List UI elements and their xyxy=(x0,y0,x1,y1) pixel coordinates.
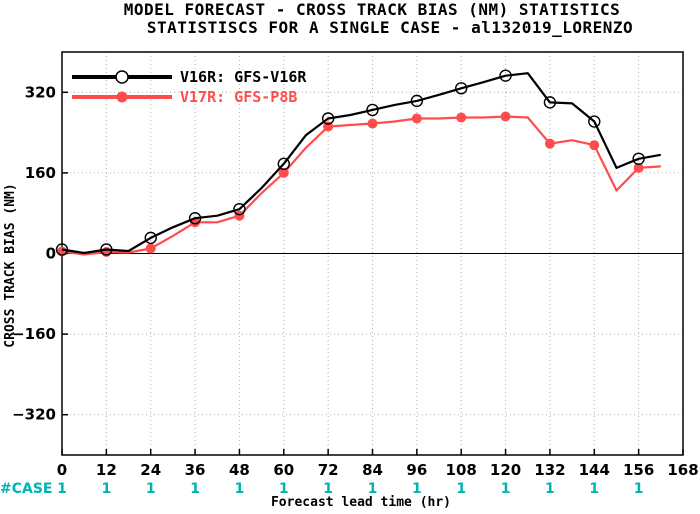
series-point-1 xyxy=(321,112,335,125)
x-tick-label: 36 xyxy=(185,461,206,479)
series-point-1 xyxy=(277,157,290,171)
series-point-2 xyxy=(278,167,289,178)
x-tick-label: 72 xyxy=(318,461,339,479)
series-point-1 xyxy=(410,94,424,108)
series-line-1 xyxy=(61,72,661,255)
x-tick-label: 96 xyxy=(406,461,427,479)
x-tick-label: 132 xyxy=(534,461,565,479)
case-count: 1 xyxy=(323,481,333,497)
series-point-1 xyxy=(455,82,468,95)
case-count: 1 xyxy=(190,481,200,497)
legend: V16R: GFS-V16R V17R: GFS-P8B xyxy=(72,68,307,106)
case-count: 1 xyxy=(368,481,378,497)
series-point-2 xyxy=(544,138,555,149)
series-point-2 xyxy=(500,111,511,122)
y-tick-label: 320 xyxy=(25,83,56,101)
series-point-2 xyxy=(411,113,422,124)
chart-subtitle: STATISTISCS FOR A SINGLE CASE - al132019… xyxy=(146,18,634,37)
series-point-1 xyxy=(588,115,601,128)
y-tick-label: 0 xyxy=(46,245,56,263)
case-count: 1 xyxy=(57,481,67,497)
legend-label-1: V16R: GFS-V16R xyxy=(180,68,307,86)
y-tick-label: −160 xyxy=(12,325,56,343)
x-tick-label: 84 xyxy=(362,461,383,479)
x-tick-label: 24 xyxy=(140,461,161,479)
x-tick-label: 156 xyxy=(623,461,654,479)
series-point-2 xyxy=(589,140,600,151)
case-count: 1 xyxy=(545,481,555,497)
series-line-2 xyxy=(61,115,661,256)
case-count: 1 xyxy=(101,481,111,497)
x-tick-label: 144 xyxy=(579,461,610,479)
series-point-2 xyxy=(145,243,156,254)
case-count: 1 xyxy=(456,481,466,497)
x-tick-label: 0 xyxy=(57,461,67,479)
case-count: 1 xyxy=(589,481,599,497)
series-point-2 xyxy=(633,162,644,173)
case-count: 1 xyxy=(501,481,511,497)
series-point-1 xyxy=(366,103,379,117)
x-axis-label: Forecast lead time (hr) xyxy=(271,495,451,510)
x-tick-label: 120 xyxy=(490,461,521,479)
y-tick-label: 160 xyxy=(25,164,56,182)
series-point-1 xyxy=(144,231,157,245)
x-tick-label: 108 xyxy=(446,461,477,479)
legend-marker-2 xyxy=(116,91,128,103)
series-point-1 xyxy=(233,202,246,216)
legend-label-2: V17R: GFS-P8B xyxy=(180,88,297,106)
legend-marker-1 xyxy=(115,70,129,84)
series-point-1 xyxy=(632,152,645,165)
case-counts-row: 1 1 1 1 1 1 1 1 1 1 1 1 1 1 xyxy=(57,481,643,497)
series-point-2 xyxy=(456,112,467,123)
y-axis-label: CROSS TRACK BIAS (NM) xyxy=(3,183,18,347)
case-row-label: #CASE xyxy=(0,481,53,497)
case-count: 1 xyxy=(279,481,289,497)
series-point-1 xyxy=(543,96,557,109)
case-count: 1 xyxy=(634,481,644,497)
series-point-2 xyxy=(234,210,245,221)
case-count: 1 xyxy=(235,481,245,497)
series-point-2 xyxy=(367,118,378,129)
x-tick-label: 168 xyxy=(667,461,698,479)
x-tick-label: 12 xyxy=(96,461,117,479)
series-point-1 xyxy=(100,243,113,256)
ticks-layer: 0 12 24 36 48 60 72 84 96 108 120 132 144 156 168 −320 −… xyxy=(12,83,699,479)
series-layer xyxy=(55,69,661,257)
x-tick-label: 48 xyxy=(229,461,250,479)
series-point-1 xyxy=(188,212,202,225)
case-count: 1 xyxy=(146,481,156,497)
case-count: 1 xyxy=(412,481,422,497)
x-tick-label: 60 xyxy=(273,461,294,479)
chart-title: MODEL FORECAST - CROSS TRACK BIAS (NM) S… xyxy=(123,0,621,19)
y-tick-label: −320 xyxy=(12,406,56,424)
series-point-1 xyxy=(499,69,512,82)
series-point-1 xyxy=(55,243,69,256)
